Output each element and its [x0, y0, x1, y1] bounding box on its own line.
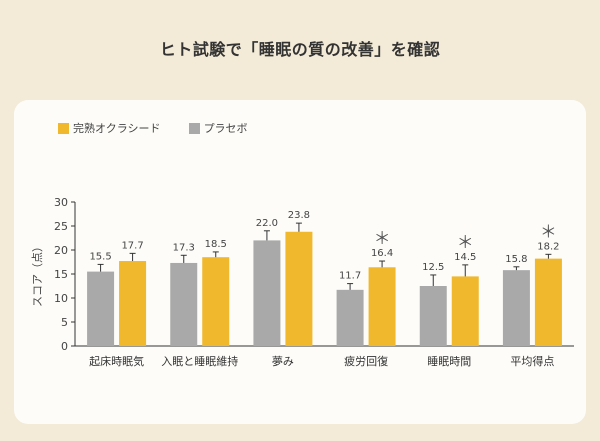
chart-title: ヒト試験で「睡眠の質の改善」を確認 — [159, 40, 441, 59]
y-tick-label: 15 — [54, 268, 68, 281]
bar-okra — [119, 261, 147, 346]
data-label: 17.3 — [173, 242, 195, 253]
data-label: 23.8 — [288, 210, 310, 221]
bar-okra — [534, 258, 562, 346]
y-tick-label: 30 — [54, 196, 68, 209]
y-tick-label: 20 — [54, 244, 68, 257]
y-tick-label: 5 — [61, 316, 68, 329]
legend-item-okra: 完熟オクラシード — [58, 120, 161, 136]
data-label: 22.0 — [256, 218, 278, 229]
data-label: 18.2 — [537, 241, 559, 252]
bar-okra — [451, 276, 479, 346]
category-label: 睡眠時間 — [427, 355, 471, 368]
data-label: 17.7 — [121, 240, 143, 251]
y-tick-label: 0 — [61, 340, 68, 353]
bar-placebo — [419, 286, 447, 346]
bar-placebo — [170, 262, 198, 346]
data-label: 15.8 — [505, 254, 527, 265]
data-label: 15.5 — [89, 251, 111, 262]
bar-okra — [202, 257, 230, 346]
y-axis-label: スコア（点） — [31, 241, 44, 307]
legend-swatch-okra — [58, 122, 69, 134]
significance-star: ＊ — [374, 229, 391, 249]
data-label: 16.4 — [371, 248, 393, 259]
data-label: 11.7 — [339, 271, 361, 282]
bar-placebo — [253, 240, 281, 346]
legend-swatch-placebo — [188, 122, 200, 134]
data-label: 12.5 — [422, 262, 444, 273]
y-tick-label: 10 — [54, 292, 68, 305]
chart-card: 完熟オクラシード プラセボ 0 5 10 15 20 25 30 スコア（点） 15.5 17.7… — [14, 100, 586, 424]
significance-star: ＊ — [540, 222, 557, 242]
legend: 完熟オクラシード プラセボ — [58, 120, 248, 136]
bar-placebo — [336, 289, 364, 346]
category-label: 夢み — [272, 355, 294, 368]
bar-placebo — [502, 270, 530, 346]
significance-star: ＊ — [457, 233, 474, 253]
legend-label-placebo: プラセボ — [203, 122, 248, 135]
bar-okra — [285, 231, 313, 346]
data-label: 18.5 — [205, 239, 227, 250]
category-label: 起床時眠気 — [89, 354, 144, 368]
bar-chart: 0 5 10 15 20 25 30 スコア（点） 15.5 17.7 起床時眠気 17.3 18.5 入… — [31, 196, 574, 368]
category-label: 疲労回復 — [344, 354, 388, 368]
category-label: 入眠と睡眠維持 — [161, 354, 238, 368]
data-label: 14.5 — [454, 252, 476, 263]
legend-label-okra: 完熟オクラシード — [73, 122, 161, 135]
y-tick-label: 25 — [54, 220, 68, 233]
bar-okra — [368, 267, 396, 346]
legend-item-placebo: プラセボ — [188, 120, 248, 136]
bar-placebo — [87, 271, 115, 346]
category-label: 平均得点 — [510, 355, 554, 368]
